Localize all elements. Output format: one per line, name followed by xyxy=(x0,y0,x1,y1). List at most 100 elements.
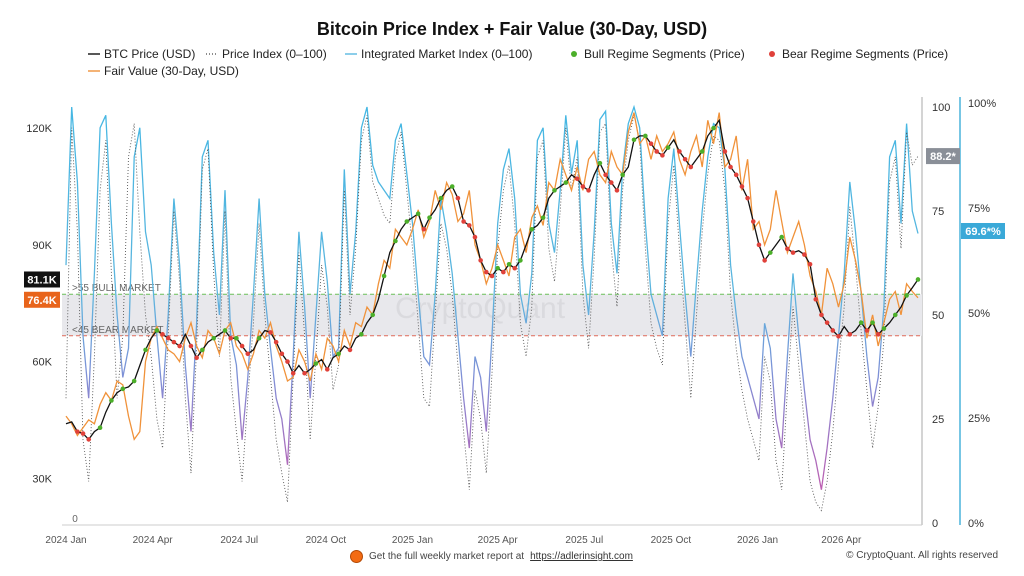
y-mid-tick: 0 xyxy=(932,518,938,530)
x-tick: 2024 Jul xyxy=(220,535,258,546)
price-index-line xyxy=(65,115,919,512)
bull-regime-dot xyxy=(915,277,921,282)
bear-regime-dot xyxy=(80,431,86,436)
bear-regime-dot xyxy=(461,219,466,224)
bear-regime-dot xyxy=(245,351,251,357)
bull-regime-dot xyxy=(109,398,114,403)
x-tick: 2024 Apr xyxy=(133,535,174,546)
bull-regime-dot xyxy=(881,326,887,331)
bull-regime-dot xyxy=(336,351,341,357)
bear-regime-dot xyxy=(75,429,80,434)
bull-regime-dot xyxy=(506,262,512,267)
x-tick: 2026 Jan xyxy=(737,535,778,546)
bear-regime-dot xyxy=(472,234,478,240)
bull-regime-dot xyxy=(415,211,421,217)
bear-regime-dot xyxy=(302,370,307,376)
bear-regime-dot xyxy=(722,149,728,154)
bull-regime-dot xyxy=(779,234,784,240)
bear-regime-dot xyxy=(864,328,870,333)
report-link[interactable]: https://adlerinsight.com xyxy=(530,551,633,562)
bull-regime-dot xyxy=(518,258,523,263)
bear-regime-dot xyxy=(830,328,836,333)
bear-band-label: <45 BEAR MARKET xyxy=(72,325,163,336)
bull-regime-dot xyxy=(234,335,239,341)
bull-regime-dot xyxy=(154,328,160,333)
bear-regime-dot xyxy=(728,164,733,170)
bull-regime-dot xyxy=(904,293,909,298)
bear-regime-dot xyxy=(194,355,199,360)
legend-item: Price Index (0–100) xyxy=(206,47,327,61)
legend-label: BTC Price (USD) xyxy=(104,47,195,61)
bear-regime-dot xyxy=(268,330,273,335)
bear-regime-dot xyxy=(603,172,608,178)
bear-regime-dot xyxy=(762,258,767,263)
price-index-last-value-box xyxy=(926,148,960,165)
btc-last-value-text: 81.1K xyxy=(27,274,56,286)
bull-regime-dot xyxy=(563,180,569,185)
bull-regime-dot xyxy=(711,125,716,131)
bull-band-label: >55 BULL MARKET xyxy=(72,283,161,294)
legend-marker xyxy=(769,51,775,57)
bear-regime-dot xyxy=(739,184,745,189)
integrated-last-value-text: 69.6*% xyxy=(965,226,1001,238)
bear-regime-dot xyxy=(165,335,171,341)
bear-regime-dot xyxy=(239,343,245,349)
bear-regime-dot xyxy=(660,153,665,158)
legend-label: Price Index (0–100) xyxy=(222,47,327,61)
bull-regime-dot xyxy=(427,215,432,220)
bull-regime-dot xyxy=(870,320,875,325)
x-tick: 2024 Oct xyxy=(306,535,347,546)
x-tick: 2026 Apr xyxy=(821,535,862,546)
legend-label: Bull Regime Segments (Price) xyxy=(584,47,745,61)
bear-regime-dot xyxy=(160,332,165,337)
footer-text: Get the full weekly market report at xyxy=(369,551,525,562)
bear-regime-dot xyxy=(677,149,682,154)
y-right-tick: 75% xyxy=(968,203,990,215)
y-left-tick: 60K xyxy=(32,357,52,369)
legend-item: Bull Regime Segments (Price) xyxy=(571,47,745,61)
legend-label: Fair Value (30-Day, USD) xyxy=(104,64,239,78)
bull-regime-dot xyxy=(631,137,637,143)
bear-regime-dot xyxy=(285,359,290,364)
bull-regime-dot xyxy=(131,378,137,384)
copyright: © CryptoQuant. All rights reserved xyxy=(846,550,998,561)
legend: BTC Price (USD) Price Index (0–100) Integr… xyxy=(88,47,948,78)
bull-regime-dot xyxy=(858,320,864,325)
bull-regime-dot xyxy=(404,219,410,224)
bull-regime-dot xyxy=(256,335,262,341)
x-tick: 2024 Jan xyxy=(45,535,86,546)
bear-regime-dot xyxy=(347,347,353,353)
bull-regime-dot xyxy=(529,226,535,232)
bull-regime-dot xyxy=(143,347,148,353)
bear-regime-dot xyxy=(819,312,824,318)
integrated-last-value-box xyxy=(961,223,1005,239)
price-index-last-value-text: 88.2* xyxy=(930,151,956,163)
bull-regime-dot xyxy=(438,195,444,201)
bear-regime-dot xyxy=(745,195,750,201)
y-right-tick: 100% xyxy=(968,98,996,110)
bear-regime-dot xyxy=(228,335,234,341)
y-mid-tick: 25 xyxy=(932,414,944,426)
bear-regime-dot xyxy=(785,246,790,252)
bull-regime-dot xyxy=(892,312,898,318)
fair-value-line xyxy=(65,112,919,441)
bull-regime-dot xyxy=(620,172,625,178)
y-right-tick: 25% xyxy=(968,413,990,425)
watermark-text: CryptoQuant xyxy=(395,292,566,325)
bear-regime-dot xyxy=(580,184,586,189)
bull-regime-dot xyxy=(120,386,126,392)
fair-value-last-value-text: 76.4K xyxy=(27,295,56,307)
bear-regime-dot xyxy=(682,156,688,162)
legend-item: Bear Regime Segments (Price) xyxy=(769,47,948,61)
bull-regime-dot xyxy=(665,145,671,150)
legend-label: Bear Regime Segments (Price) xyxy=(782,47,948,61)
bear-regime-dot xyxy=(813,297,819,302)
legend-item: Fair Value (30-Day, USD) xyxy=(88,64,239,78)
bull-regime-dot xyxy=(540,215,546,220)
adler-logo-icon xyxy=(350,550,363,563)
bear-regime-dot xyxy=(86,437,92,442)
bull-regime-dot xyxy=(768,250,773,255)
bull-regime-dot xyxy=(370,312,376,318)
bear-regime-dot xyxy=(847,332,853,337)
y-right-tick: 0% xyxy=(968,518,984,530)
